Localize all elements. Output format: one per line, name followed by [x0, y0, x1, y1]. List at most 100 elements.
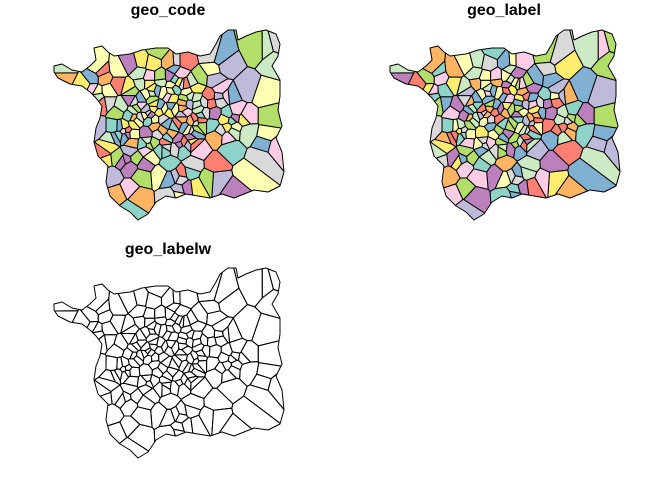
- map-region: [483, 90, 493, 97]
- map-region: [130, 168, 153, 190]
- map-region: [179, 30, 200, 72]
- map-region: [54, 72, 79, 122]
- map-region: [465, 128, 477, 140]
- map-region: [120, 85, 140, 97]
- map-region: [181, 417, 196, 451]
- map-region: [206, 98, 217, 110]
- map-region: [54, 183, 128, 220]
- map-region: [534, 61, 557, 77]
- map-region: [180, 392, 205, 411]
- map-region: [390, 153, 449, 192]
- map-region: [160, 117, 173, 130]
- map-region: [496, 117, 509, 130]
- map-region: [98, 369, 116, 383]
- map-region: [243, 384, 284, 432]
- map-region: [176, 336, 188, 345]
- map-region: [549, 91, 560, 101]
- map-region: [183, 377, 192, 391]
- map-region: [213, 91, 224, 101]
- map-region: [494, 85, 504, 100]
- map-region: [185, 337, 194, 349]
- map-region: [54, 310, 79, 360]
- map-region: [457, 109, 470, 122]
- map-region: [514, 121, 526, 135]
- map-region: [514, 77, 521, 91]
- map-region: [151, 367, 164, 379]
- map-region: [433, 71, 450, 87]
- map-regions: [390, 30, 620, 220]
- map-region: [120, 313, 136, 334]
- map-region: [119, 415, 141, 438]
- map-region: [176, 98, 188, 107]
- map-region: [206, 336, 217, 348]
- map-region: [515, 30, 536, 72]
- map-region: [478, 116, 489, 128]
- map-region: [108, 278, 129, 316]
- map-region: [158, 323, 168, 338]
- map-region: [180, 154, 205, 173]
- map-region: [138, 363, 153, 377]
- map-region: [231, 395, 284, 458]
- map-region: [476, 136, 489, 145]
- map-region: [97, 309, 114, 325]
- map-region: [174, 378, 184, 387]
- map-region: [171, 354, 183, 369]
- map-region: [206, 356, 220, 373]
- map-region: [602, 30, 620, 58]
- map-region: [466, 168, 489, 190]
- map-region: [542, 98, 553, 110]
- map-region: [121, 109, 134, 122]
- map-region: [456, 85, 476, 97]
- map-region: [147, 90, 157, 97]
- map-region: [154, 304, 166, 319]
- map-region: [109, 369, 122, 386]
- map-region: [239, 123, 260, 149]
- map-region: [190, 367, 206, 378]
- map-region: [179, 268, 200, 310]
- map-region: [266, 30, 284, 58]
- map-region: [575, 123, 596, 149]
- map-region: [556, 104, 569, 119]
- map-region: [129, 366, 141, 378]
- map-region: [119, 144, 139, 157]
- map-region: [84, 96, 108, 117]
- map-region: [496, 143, 508, 152]
- map-region: [169, 421, 185, 432]
- map-region: [54, 421, 128, 458]
- map-region: [124, 369, 131, 378]
- map-region: [97, 71, 114, 87]
- map-region: [160, 355, 173, 368]
- map-region: [170, 340, 180, 356]
- map-region: [104, 343, 125, 359]
- map-boundary: [53, 29, 285, 221]
- map-region: [490, 66, 502, 81]
- map-region: [130, 387, 144, 405]
- map-region: [126, 268, 149, 307]
- map-region: [160, 381, 172, 390]
- map-region: [84, 334, 108, 355]
- map-region: [257, 337, 284, 368]
- map-region: [178, 121, 190, 135]
- map-region: [512, 98, 524, 107]
- map-boundary: [389, 29, 621, 221]
- panel-title-geo-label: geo_label: [467, 2, 541, 19]
- map-region: [113, 332, 129, 351]
- map-region: [232, 268, 263, 308]
- map-region: [190, 376, 206, 392]
- map-region: [240, 340, 259, 363]
- map-region: [190, 301, 208, 325]
- map-region: [54, 391, 113, 430]
- map-region: [160, 143, 172, 152]
- map-region: [127, 268, 184, 299]
- map-region: [390, 72, 415, 122]
- map-geo-code: [53, 29, 285, 221]
- map-regions: [54, 30, 284, 220]
- map-region: [160, 339, 169, 353]
- map-region: [190, 414, 214, 458]
- map-region: [108, 268, 138, 315]
- panel-title-geo-code: geo_code: [130, 2, 206, 19]
- map-region: [54, 153, 113, 192]
- map-region: [130, 406, 153, 428]
- map-region: [140, 374, 153, 383]
